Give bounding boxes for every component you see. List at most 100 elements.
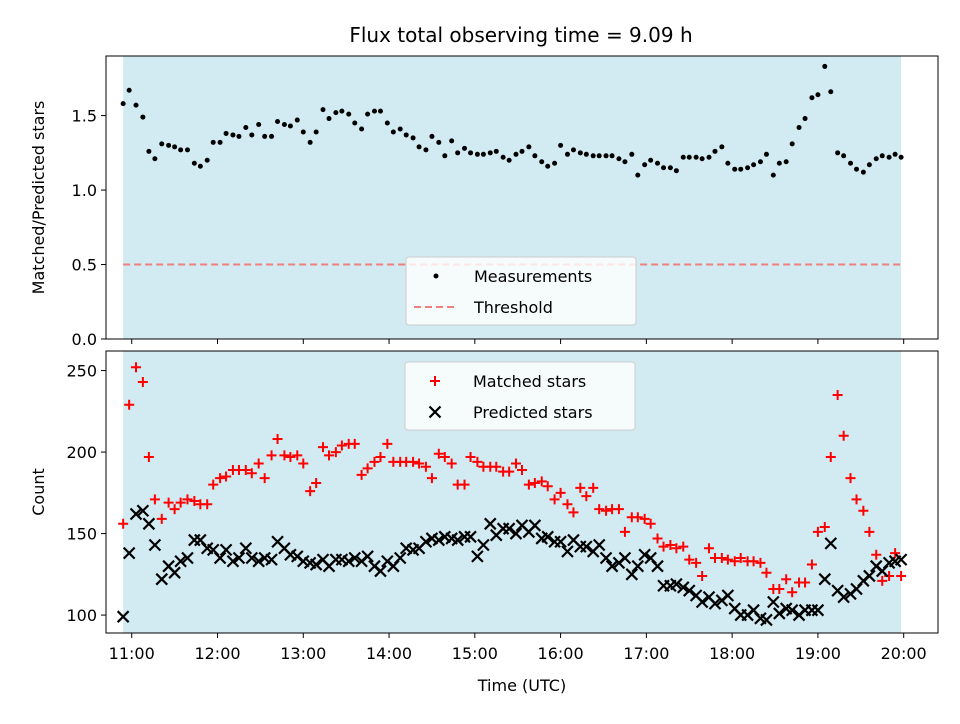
predicted-star-point <box>477 538 490 552</box>
matched-star-point <box>143 451 154 462</box>
predicted-star-point <box>773 607 786 620</box>
matched-star-point <box>517 464 527 475</box>
measurement-point <box>204 157 210 163</box>
y-axis-label: Matched/Predicted stars <box>29 101 48 295</box>
x-axis-label: Time (UTC) <box>477 676 566 695</box>
predicted-star-point <box>219 543 233 557</box>
matched-star-point <box>298 458 309 469</box>
measurement-point <box>333 110 339 116</box>
matched-star-point <box>812 526 823 537</box>
predicted-star-point <box>767 595 780 609</box>
matched-star-point <box>671 543 682 554</box>
predicted-star-point <box>393 551 407 565</box>
x-tick-label: 12:00 <box>194 644 240 663</box>
measurement-point <box>397 126 403 132</box>
legend-label: Predicted stars <box>473 403 593 422</box>
matched-star-point <box>703 543 714 554</box>
measurement-point <box>789 141 795 147</box>
measurement-point <box>487 150 493 156</box>
measurement-point <box>320 107 326 113</box>
matched-star-point <box>292 450 303 461</box>
measurement-point <box>371 108 377 114</box>
matched-star-point <box>536 476 547 487</box>
matched-star-point <box>632 512 643 523</box>
matched-star-point <box>446 458 457 469</box>
matched-star-point <box>137 376 148 387</box>
measurement-point <box>642 162 648 168</box>
predicted-star-point <box>348 551 362 565</box>
matched-star-point <box>439 451 450 462</box>
measurement-point <box>745 165 751 171</box>
matched-star-point <box>491 461 502 472</box>
measurement-point <box>166 142 172 148</box>
x-tick-label: 19:00 <box>795 644 841 663</box>
measurement-point <box>346 111 352 117</box>
matched-star-point <box>272 434 283 445</box>
measurement-point <box>770 172 776 178</box>
matched-star-point <box>311 478 322 489</box>
legend: Matched stars Predicted stars <box>404 361 636 431</box>
x-tick-label: 17:00 <box>623 644 669 663</box>
axes-frame <box>105 55 939 340</box>
measurement-point <box>468 150 474 156</box>
predicted-star-point <box>605 559 619 573</box>
measurement-point <box>519 148 525 154</box>
measurement-point <box>339 108 345 114</box>
matched-star-point <box>652 533 663 544</box>
measurement-point <box>236 133 242 139</box>
matched-star-point <box>149 494 160 505</box>
matched-star-point <box>575 482 586 493</box>
measurement-point <box>706 154 712 160</box>
predicted-star-point <box>116 610 130 623</box>
measurement-point <box>866 162 872 168</box>
measurement-point <box>223 130 229 136</box>
predicted-star-point <box>483 517 497 531</box>
measurement-point <box>552 160 558 166</box>
legend-label: Measurements <box>474 267 592 286</box>
measurement-point <box>455 150 461 156</box>
x-tick-label: 18:00 <box>709 644 755 663</box>
measurement-point <box>590 153 596 159</box>
measurement-point <box>474 151 480 157</box>
matched-star-point <box>163 497 174 508</box>
measurement-point <box>307 139 313 145</box>
y-axis-label: Count <box>29 468 48 516</box>
matched-star-point <box>877 575 888 586</box>
predicted-star-point <box>265 553 278 566</box>
matched-star-point <box>729 556 740 567</box>
measurement-point <box>462 145 468 151</box>
x-tick-label: 15:00 <box>452 644 498 663</box>
matched-star-point <box>349 438 360 449</box>
legend-box <box>404 361 636 431</box>
y-tick-label: 200 <box>66 443 97 462</box>
matched-star-point <box>716 553 727 564</box>
measurement-point <box>159 141 165 147</box>
measurement-point <box>776 160 782 166</box>
measurement-point <box>564 151 570 157</box>
measurement-point <box>262 133 268 139</box>
predicted-star-point <box>631 559 645 573</box>
predicted-star-point <box>432 533 446 547</box>
measurement-point <box>513 151 519 157</box>
matched-star-point <box>336 440 347 451</box>
matched-star-point <box>240 464 251 475</box>
matched-star-point <box>678 541 689 552</box>
measurement-point <box>622 159 628 165</box>
y-tick-label: 100 <box>66 606 97 625</box>
matched-star-point <box>305 486 316 497</box>
measurement-point <box>719 144 725 150</box>
matched-star-point <box>156 513 167 524</box>
y-tick-label: 250 <box>66 362 97 381</box>
measurement-point <box>763 151 769 157</box>
matched-star-point <box>433 448 444 459</box>
matched-star-point <box>182 494 193 505</box>
predicted-star-point <box>129 507 143 521</box>
predicted-star-point <box>239 541 253 555</box>
predicted-star-point <box>638 548 651 562</box>
matched-star-point <box>774 583 785 594</box>
matched-star-point <box>613 504 624 515</box>
measurement-point <box>539 159 545 165</box>
measurement-point <box>256 122 262 128</box>
predicted-star-point <box>554 535 567 548</box>
measurement-point <box>390 129 396 135</box>
